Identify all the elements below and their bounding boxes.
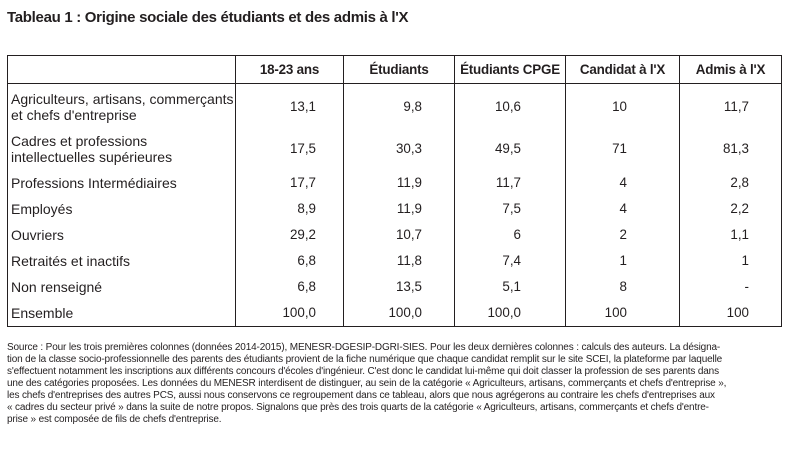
cell-value: 49,5	[454, 128, 566, 170]
table-title: Tableau 1 : Origine sociale des étudiant…	[7, 9, 409, 26]
cell-value: 71	[565, 128, 680, 170]
cell-value: 11,9	[343, 170, 455, 196]
row-label: Professions Intermédiaires	[7, 170, 236, 196]
cell-value: 9,8	[343, 83, 455, 128]
cell-value: 100	[679, 300, 782, 327]
table-row: Agriculteurs, artisans, commerçants et c…	[7, 83, 782, 128]
table-row: Non renseigné 6,8 13,5 5,1 8 -	[7, 274, 782, 300]
row-label: Cadres et professions intellectuelles su…	[7, 128, 236, 170]
source-line: tion de la classe socio-professionnelle …	[7, 354, 723, 365]
header-cell-18-23: 18-23 ans	[235, 55, 344, 84]
social-origin-table: 18-23 ans Étudiants Étudiants CPGE Candi…	[7, 55, 782, 327]
header-cell-empty	[7, 55, 236, 84]
cell-value: 7,4	[454, 248, 566, 274]
source-line: prise » est composée de fils de chefs d'…	[7, 414, 222, 425]
cell-value: 6,8	[235, 274, 344, 300]
cell-value: 11,9	[343, 196, 455, 222]
source-line: Source : Pour les trois premières colonn…	[7, 342, 721, 353]
cell-value: 1	[679, 248, 782, 274]
row-label: Ouvriers	[7, 222, 236, 248]
cell-value: 1	[565, 248, 680, 274]
row-label: Employés	[7, 196, 236, 222]
cell-value: 6,8	[235, 248, 344, 274]
cell-value: 13,5	[343, 274, 455, 300]
cell-value: 7,5	[454, 196, 566, 222]
cell-value: 17,5	[235, 128, 344, 170]
cell-value: 29,2	[235, 222, 344, 248]
cell-value: -	[679, 274, 782, 300]
table-row-total: Ensemble 100,0 100,0 100,0 100 100	[7, 300, 782, 327]
source-line: « cadres du secteur privé » dans la suit…	[7, 402, 709, 413]
cell-value: 100,0	[343, 300, 455, 327]
cell-value: 81,3	[679, 128, 782, 170]
cell-value: 2,2	[679, 196, 782, 222]
cell-value: 2,8	[679, 170, 782, 196]
cell-value: 10	[565, 83, 680, 128]
header-cell-candidat: Candidat à l'X	[565, 55, 680, 84]
cell-value: 8,9	[235, 196, 344, 222]
cell-value: 1,1	[679, 222, 782, 248]
cell-value: 13,1	[235, 83, 344, 128]
cell-value: 17,7	[235, 170, 344, 196]
table-row: Retraités et inactifs 6,8 11,8 7,4 1 1	[7, 248, 782, 274]
cell-value: 11,8	[343, 248, 455, 274]
table-row: Ouvriers 29,2 10,7 6 2 1,1	[7, 222, 782, 248]
cell-value: 100,0	[454, 300, 566, 327]
cell-value: 4	[565, 170, 680, 196]
cell-value: 5,1	[454, 274, 566, 300]
header-cell-etudiants-cpge: Étudiants CPGE	[454, 55, 566, 84]
source-note: Source : Pour les trois premières colonn…	[7, 342, 793, 426]
cell-value: 8	[565, 274, 680, 300]
row-label: Non renseigné	[7, 274, 236, 300]
cell-value: 2	[565, 222, 680, 248]
cell-value: 11,7	[679, 83, 782, 128]
source-line: une des catégories proposées. Les donnée…	[7, 378, 727, 389]
cell-value: 100,0	[235, 300, 344, 327]
cell-value: 100	[565, 300, 680, 327]
row-label: Agriculteurs, artisans, commerçants et c…	[7, 83, 236, 128]
cell-value: 30,3	[343, 128, 455, 170]
table-header-row: 18-23 ans Étudiants Étudiants CPGE Candi…	[7, 55, 782, 84]
cell-value: 10,6	[454, 83, 566, 128]
table-row: Professions Intermédiaires 17,7 11,9 11,…	[7, 170, 782, 196]
header-cell-admis: Admis à l'X	[679, 55, 782, 84]
table-row: Employés 8,9 11,9 7,5 4 2,2	[7, 196, 782, 222]
cell-value: 10,7	[343, 222, 455, 248]
row-label: Retraités et inactifs	[7, 248, 236, 274]
table-row: Cadres et professions intellectuelles su…	[7, 128, 782, 170]
cell-value: 4	[565, 196, 680, 222]
source-line: les chefs d'entreprises des autres PCS, …	[7, 390, 715, 401]
row-label: Ensemble	[7, 300, 236, 327]
header-cell-etudiants: Étudiants	[343, 55, 455, 84]
source-line: s'effectuent notamment les inscriptions …	[7, 366, 719, 377]
cell-value: 6	[454, 222, 566, 248]
cell-value: 11,7	[454, 170, 566, 196]
